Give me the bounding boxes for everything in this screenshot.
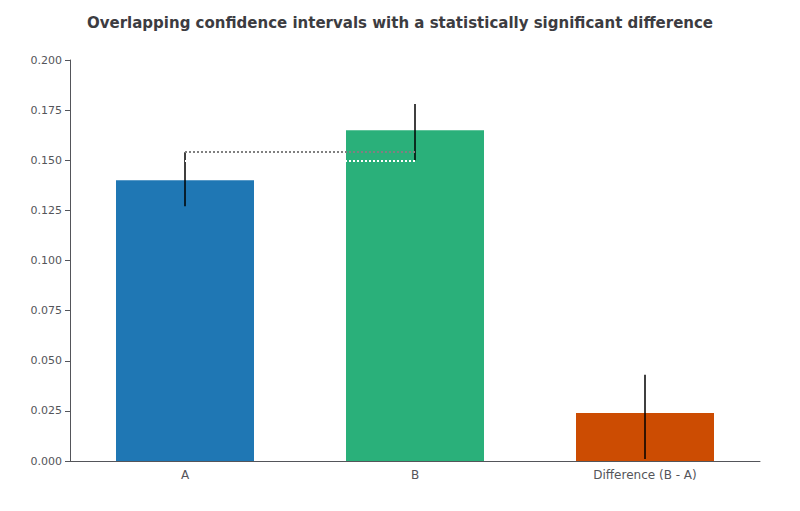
svg-text:0.125: 0.125: [31, 204, 63, 217]
svg-text:B: B: [411, 468, 419, 482]
svg-text:0.200: 0.200: [31, 54, 63, 67]
svg-text:0.025: 0.025: [31, 404, 63, 417]
svg-text:0.150: 0.150: [31, 154, 63, 167]
svg-text:Difference (B - A): Difference (B - A): [593, 468, 696, 482]
svg-text:0.075: 0.075: [31, 304, 63, 317]
svg-text:0.175: 0.175: [31, 104, 63, 117]
svg-text:A: A: [181, 468, 190, 482]
svg-text:0.050: 0.050: [31, 354, 63, 367]
svg-text:0.000: 0.000: [31, 455, 63, 468]
svg-text:Overlapping confidence interva: Overlapping confidence intervals with a …: [87, 14, 713, 32]
svg-text:0.100: 0.100: [31, 254, 63, 267]
